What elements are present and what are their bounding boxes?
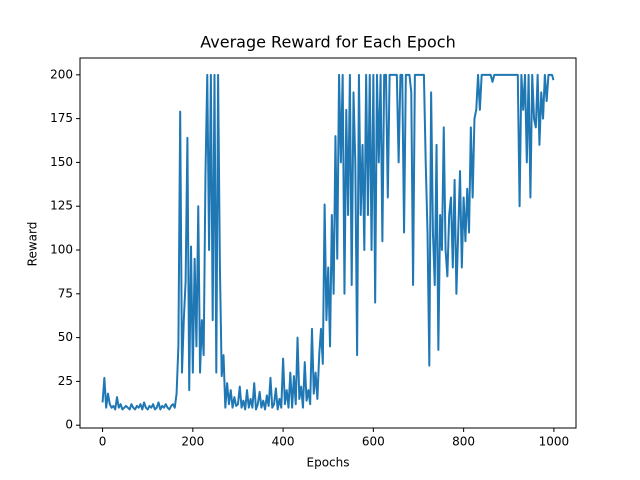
y-tick-label: 75	[58, 286, 73, 300]
y-tick-label: 200	[50, 67, 73, 81]
y-axis-label: Reward	[26, 222, 40, 267]
axes-frame	[79, 57, 577, 429]
y-tick-label: 50	[58, 330, 73, 344]
y-tick-label: 25	[58, 374, 73, 388]
y-tick-label: 100	[50, 243, 73, 257]
x-tick-label: 400	[272, 435, 295, 449]
y-tick-label: 0	[65, 418, 73, 432]
data-line	[101, 73, 555, 411]
y-tick-label: 150	[50, 155, 73, 169]
x-tick-label: 1000	[539, 435, 570, 449]
x-tick-label: 0	[99, 435, 107, 449]
x-tick-label: 200	[181, 435, 204, 449]
chart-title: Average Reward for Each Epoch	[200, 33, 455, 52]
x-tick-label: 800	[452, 435, 475, 449]
y-tick-label: 175	[50, 111, 73, 125]
x-axis-label: Epochs	[307, 456, 350, 470]
y-tick-label: 125	[50, 199, 73, 213]
x-tick-label: 600	[362, 435, 385, 449]
